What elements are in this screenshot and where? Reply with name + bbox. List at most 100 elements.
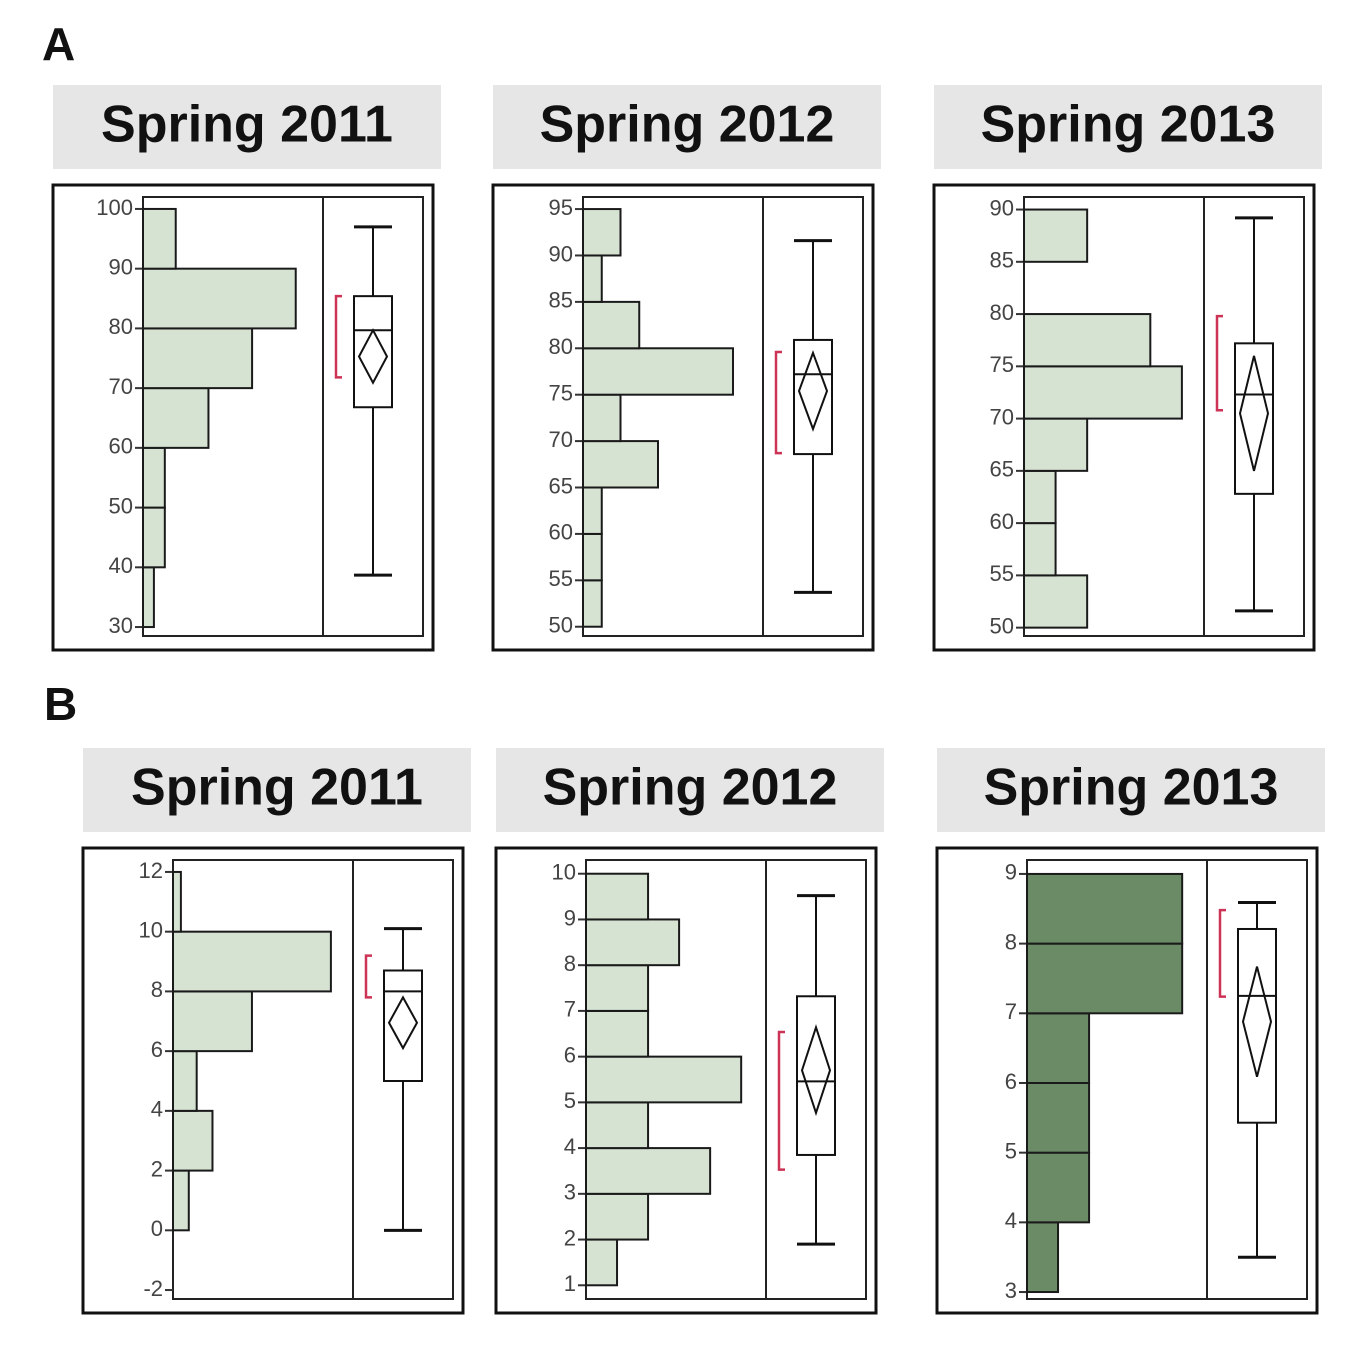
mean-diamond bbox=[800, 1024, 832, 1117]
histogram-bar bbox=[585, 1147, 712, 1195]
mean-diamond bbox=[1241, 966, 1273, 1077]
histogram-bar bbox=[1026, 1081, 1091, 1154]
y-tick-label: 55 bbox=[990, 561, 1014, 586]
shortest-half-bracket bbox=[774, 350, 782, 455]
y-tick-label: 2 bbox=[151, 1156, 163, 1181]
y-tick-label: 10 bbox=[552, 860, 576, 885]
title-box bbox=[83, 748, 471, 832]
histogram-bar bbox=[142, 387, 210, 449]
histogram-bar bbox=[582, 440, 659, 489]
mean-diamond bbox=[387, 995, 419, 1051]
chart-title: Spring 2011 bbox=[101, 96, 393, 154]
box bbox=[353, 295, 393, 409]
y-tick-label: 3 bbox=[1005, 1278, 1017, 1303]
y-tick-label: 9 bbox=[564, 905, 576, 930]
mean-diamond bbox=[797, 350, 829, 432]
y-tick-label: 2 bbox=[564, 1225, 576, 1250]
y-tick-label: 9 bbox=[1005, 860, 1017, 885]
y-tick-label: 55 bbox=[549, 566, 573, 591]
panel-label: B bbox=[44, 678, 77, 730]
histogram-bar bbox=[585, 1192, 650, 1241]
mean-diamond bbox=[1238, 355, 1270, 472]
y-tick-label: 8 bbox=[151, 977, 163, 1002]
y-tick-label: 6 bbox=[1005, 1069, 1017, 1094]
y-tick-label: 12 bbox=[139, 858, 163, 883]
title-box bbox=[493, 85, 881, 169]
y-tick-label: 5 bbox=[564, 1088, 576, 1113]
y-tick-label: 65 bbox=[549, 473, 573, 498]
histogram-bar bbox=[142, 566, 155, 629]
chart-title: Spring 2012 bbox=[540, 96, 835, 154]
y-tick-label: 7 bbox=[564, 997, 576, 1022]
y-tick-label: 7 bbox=[1005, 999, 1017, 1024]
histogram-bar bbox=[1023, 522, 1057, 577]
y-tick-label: 70 bbox=[109, 374, 133, 399]
y-tick-label: -2 bbox=[143, 1276, 163, 1301]
panel-label: A bbox=[42, 18, 75, 70]
histogram-bar bbox=[142, 267, 297, 330]
histogram-bar bbox=[585, 918, 681, 967]
histogram-bar bbox=[582, 579, 603, 628]
chart-title: Spring 2013 bbox=[984, 759, 1279, 817]
y-tick-label: 8 bbox=[564, 951, 576, 976]
histogram-bar bbox=[1023, 313, 1152, 368]
y-tick-label: 80 bbox=[549, 334, 573, 359]
y-tick-label: 70 bbox=[549, 427, 573, 452]
y-tick-label: 65 bbox=[990, 457, 1014, 482]
histogram-bar bbox=[1026, 1221, 1060, 1294]
histogram-bar bbox=[1023, 469, 1057, 525]
chart-title: Spring 2011 bbox=[131, 759, 423, 817]
histogram-bar bbox=[585, 872, 650, 921]
title-box bbox=[937, 748, 1325, 832]
histogram-bar bbox=[1023, 574, 1089, 629]
y-tick-label: 50 bbox=[109, 493, 133, 518]
y-tick-label: 80 bbox=[990, 300, 1014, 325]
y-tick-label: 60 bbox=[109, 434, 133, 459]
histogram-bar bbox=[585, 964, 650, 1012]
y-tick-label: 90 bbox=[990, 195, 1014, 220]
histogram-bar bbox=[172, 990, 253, 1053]
histogram-bar bbox=[582, 254, 603, 303]
histogram-bar bbox=[1023, 208, 1089, 263]
y-tick-label: 50 bbox=[549, 613, 573, 638]
title-box bbox=[496, 748, 884, 832]
y-tick-label: 4 bbox=[1005, 1208, 1017, 1233]
y-tick-label: 75 bbox=[549, 381, 573, 406]
y-tick-label: 90 bbox=[549, 241, 573, 266]
histogram-bar bbox=[585, 1055, 743, 1104]
histogram-bar bbox=[172, 1169, 190, 1232]
histogram-bar bbox=[582, 393, 622, 443]
shortest-half-bracket bbox=[1218, 908, 1226, 998]
y-tick-label: 60 bbox=[990, 509, 1014, 534]
histogram-bar bbox=[142, 327, 254, 390]
histogram-bar bbox=[1026, 872, 1184, 945]
histogram-bar bbox=[172, 870, 182, 933]
y-tick-label: 4 bbox=[151, 1097, 163, 1122]
y-tick-label: 10 bbox=[139, 917, 163, 942]
y-tick-label: 70 bbox=[990, 404, 1014, 429]
histogram-bar bbox=[1026, 1012, 1091, 1084]
title-box bbox=[934, 85, 1322, 169]
histogram-bar bbox=[582, 486, 603, 535]
histogram-bar bbox=[582, 532, 603, 582]
histogram-bar bbox=[582, 300, 641, 350]
shortest-half-bracket bbox=[777, 1030, 785, 1171]
y-tick-label: 30 bbox=[109, 613, 133, 638]
y-tick-label: 90 bbox=[109, 254, 133, 279]
y-tick-label: 80 bbox=[109, 314, 133, 339]
histogram-bar bbox=[1026, 942, 1184, 1015]
histogram-bar bbox=[585, 1009, 650, 1058]
shortest-half-bracket bbox=[334, 294, 342, 379]
histogram-bar bbox=[585, 1238, 619, 1287]
y-tick-label: 40 bbox=[109, 553, 133, 578]
y-tick-label: 3 bbox=[564, 1180, 576, 1205]
histogram-bar bbox=[1023, 417, 1089, 472]
y-tick-label: 6 bbox=[151, 1037, 163, 1062]
y-tick-label: 4 bbox=[564, 1134, 576, 1159]
y-tick-label: 6 bbox=[564, 1042, 576, 1067]
y-tick-label: 60 bbox=[549, 520, 573, 545]
y-tick-label: 75 bbox=[990, 352, 1014, 377]
histogram-bar bbox=[1023, 365, 1183, 420]
